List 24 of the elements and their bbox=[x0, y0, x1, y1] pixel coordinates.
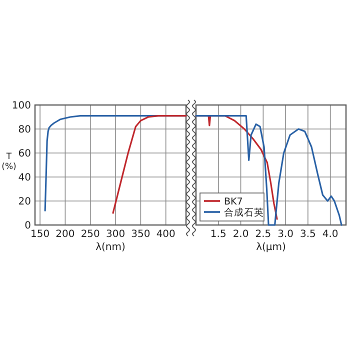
y-tick-label: 100 bbox=[12, 100, 31, 112]
x-tick-label: 200 bbox=[56, 229, 75, 240]
x-tick-label: 350 bbox=[131, 229, 150, 240]
x-tick-label: 2.5 bbox=[255, 229, 272, 240]
x-axis-title: λ(μm) bbox=[256, 242, 286, 253]
y-axis-title: T (%) bbox=[2, 152, 16, 172]
y-tick-label: 60 bbox=[18, 148, 31, 160]
x-tick-label: 400 bbox=[156, 229, 176, 240]
x-tick-label: 300 bbox=[106, 229, 126, 240]
x-tick-label: 2.0 bbox=[232, 229, 249, 240]
legend-label: BK7 bbox=[224, 196, 243, 208]
x-tick-label: 150 bbox=[30, 229, 50, 240]
line-series bbox=[112, 115, 187, 214]
x-tick-label: 3.5 bbox=[300, 229, 316, 240]
y-tick-label: 0 bbox=[24, 220, 31, 232]
x-tick-label: 4.0 bbox=[322, 229, 338, 240]
y-tick-label: 40 bbox=[18, 172, 31, 184]
y-tick-label: 20 bbox=[18, 196, 31, 208]
y-tick-label: 80 bbox=[18, 124, 31, 136]
legend-label: 合成石英 bbox=[224, 206, 264, 218]
x-tick-label: 1.5 bbox=[210, 229, 226, 240]
x-tick-label: 250 bbox=[80, 229, 100, 240]
x-tick-label: 3.0 bbox=[278, 229, 294, 240]
x-axis-title: λ(nm) bbox=[96, 242, 126, 253]
